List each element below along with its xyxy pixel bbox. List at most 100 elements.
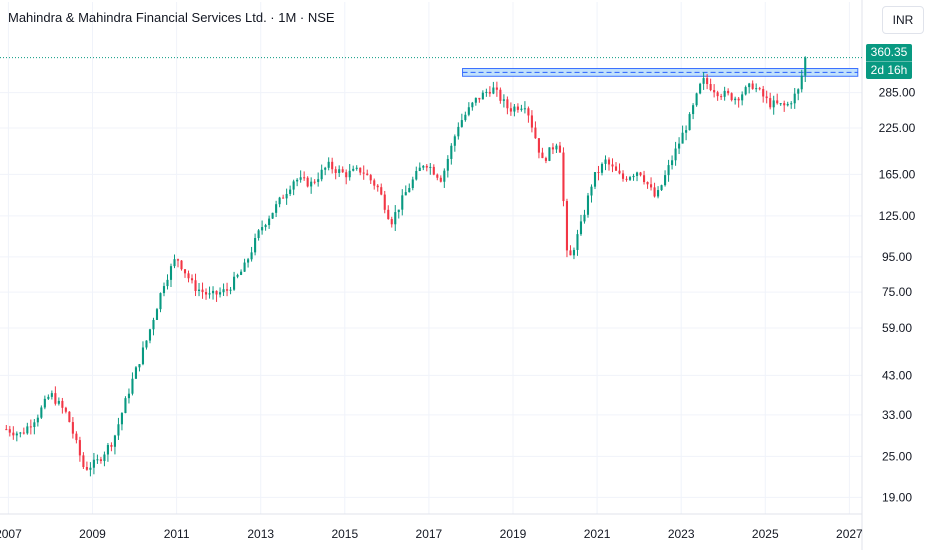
candle (219, 287, 222, 298)
candle-body (233, 276, 236, 290)
candle (96, 454, 99, 464)
candle-body (236, 274, 239, 277)
candle-body (190, 278, 194, 281)
candle (376, 184, 379, 192)
price-axis-label: 43.00 (882, 368, 912, 382)
time-axis-label: 2011 (164, 527, 190, 541)
candle (22, 427, 25, 435)
candle (89, 462, 92, 477)
candle (474, 97, 477, 106)
candle (625, 176, 628, 182)
candle-body (275, 204, 278, 213)
time-axis-label: 2025 (752, 527, 779, 541)
candle (537, 138, 540, 159)
candle (162, 282, 166, 297)
candle-body (509, 108, 512, 112)
candle-body (96, 459, 99, 461)
candle-body (47, 396, 50, 399)
candle-body (36, 417, 39, 423)
candle (600, 162, 604, 176)
candle-body (642, 175, 646, 183)
candle-body (600, 163, 604, 173)
candle (534, 121, 537, 139)
bar-countdown-label: 2d 16h (866, 61, 912, 79)
candle (180, 260, 183, 271)
candle-body (338, 169, 341, 173)
candle-body (219, 292, 222, 295)
currency-button[interactable]: INR (882, 6, 924, 34)
candle-body (197, 289, 201, 291)
candle-body (446, 158, 449, 171)
candle (352, 165, 355, 172)
candle-body (68, 411, 71, 423)
candle (57, 397, 60, 406)
candle-body (460, 120, 463, 127)
candle (317, 172, 320, 187)
candle-body (793, 93, 796, 104)
candle (61, 397, 64, 414)
candle-body (590, 186, 593, 196)
candle-body (586, 195, 590, 215)
candle-body (8, 429, 11, 433)
candle (71, 417, 74, 439)
candle-body (299, 177, 302, 180)
candle-body (327, 161, 330, 168)
candle (103, 451, 106, 467)
candle-body (678, 143, 681, 149)
candle-body (674, 148, 677, 161)
candle (716, 90, 719, 101)
candle (173, 254, 176, 269)
candle (141, 341, 145, 366)
candle (36, 414, 39, 427)
candle-body (464, 114, 467, 121)
candle-body (664, 175, 667, 186)
price-axis-label: 95.00 (882, 250, 912, 264)
candle (446, 155, 449, 178)
candle (604, 155, 607, 171)
candle-body (50, 393, 53, 397)
candle-body (373, 180, 376, 186)
candle (334, 166, 337, 180)
candle (5, 424, 8, 431)
time-axis-label: 2021 (584, 527, 611, 541)
candle-body (583, 214, 586, 222)
candle (467, 102, 470, 117)
candle-body (380, 187, 383, 195)
candle (383, 190, 386, 214)
candle (110, 442, 113, 452)
candle-body (117, 424, 120, 436)
candle (355, 165, 358, 171)
candle (411, 176, 414, 191)
candle-body (467, 107, 470, 115)
candle-body (685, 130, 688, 133)
candle-body (527, 108, 530, 116)
candle-body (261, 227, 264, 231)
candle-body (366, 173, 369, 176)
candle (26, 422, 29, 435)
candle-body (120, 413, 123, 425)
candle-body (429, 166, 432, 168)
candle-body (159, 293, 162, 310)
candle-body (436, 174, 439, 178)
candle (15, 431, 18, 442)
candle (685, 125, 688, 141)
candle (758, 86, 761, 91)
candle (289, 185, 292, 197)
candle (131, 372, 134, 396)
price-axis-label: 165.00 (879, 167, 916, 181)
candle-body (565, 201, 569, 251)
candle-body (282, 197, 285, 199)
candle (327, 157, 330, 171)
candle (432, 164, 435, 176)
candle (502, 94, 505, 108)
candle-body (387, 209, 390, 220)
candle (569, 245, 572, 256)
candle (457, 122, 460, 140)
candle (82, 452, 85, 470)
candle-body (657, 190, 660, 197)
candle (362, 165, 365, 180)
candle (520, 104, 523, 112)
candle (607, 157, 611, 171)
candle-body (19, 432, 22, 434)
